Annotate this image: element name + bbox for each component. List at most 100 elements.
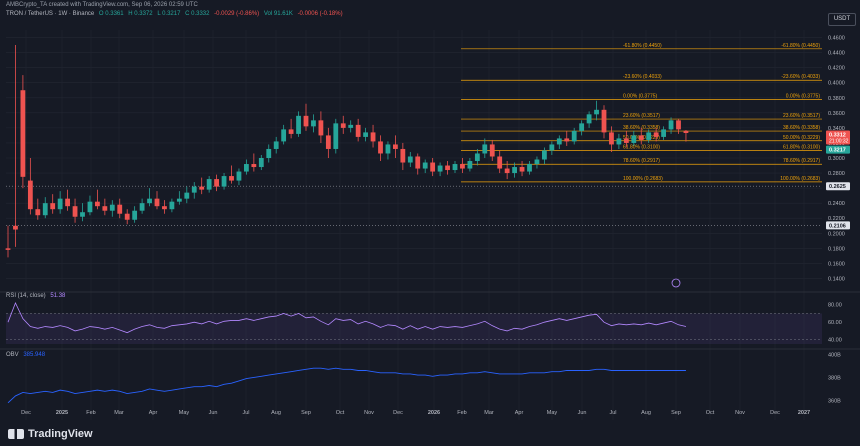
brand-logo: TradingView — [8, 428, 93, 440]
candle-body — [281, 129, 287, 142]
y-tick-label: 0.2200 — [828, 216, 845, 222]
price-label-text: 0.3217 — [829, 148, 846, 154]
candle-body — [132, 210, 138, 220]
candle-body — [549, 144, 555, 151]
x-tick-label: May — [547, 410, 558, 416]
candle-body — [616, 138, 622, 145]
rsi-legend: RSI (14, close) 51.38 — [6, 293, 65, 299]
fib-level-label-right: 78.60% (0.2917) — [783, 158, 820, 164]
obv-title: OBV — [6, 352, 19, 358]
candle-body — [623, 138, 629, 143]
fib-level-label-right: 0.00% (0.3775) — [786, 94, 821, 100]
candle-body — [236, 171, 242, 181]
candle-body — [609, 132, 614, 145]
x-tick-label: Dec — [770, 410, 780, 416]
candle-body — [460, 164, 465, 169]
rsi-tick-label: 40.00 — [828, 338, 842, 344]
fib-level-label-right: 23.60% (0.3517) — [783, 113, 820, 119]
x-tick-label: Oct — [706, 410, 715, 416]
y-tick-label: 0.4000 — [828, 81, 845, 87]
candle-body — [407, 156, 413, 163]
obv-tick-label: 380B — [828, 375, 841, 381]
candle-body — [363, 132, 368, 137]
x-tick-label: Feb — [457, 410, 466, 416]
fib-level-label: 100.00% (0.2683) — [623, 176, 663, 182]
candle-body — [80, 212, 85, 217]
rsi-tick-label: 60.00 — [828, 320, 842, 326]
y-tick-label: 0.4200 — [828, 66, 845, 72]
candle-body — [340, 123, 346, 128]
x-tick-label: Aug — [641, 410, 651, 416]
volume-value: Vol 91.61K — [263, 11, 293, 17]
candle-body — [244, 164, 249, 172]
candle-body — [139, 203, 145, 211]
volume-change: -0.0006 (-0.18%) — [297, 11, 343, 17]
candle-body — [95, 201, 100, 207]
candle-body — [586, 114, 592, 124]
obv-line — [7, 367, 686, 404]
candle-body — [370, 132, 376, 142]
x-tick-label: Dec — [21, 410, 31, 416]
price-label-text: 0.3312 — [829, 133, 846, 139]
candle-body — [385, 144, 391, 154]
fib-level-label: -23.60% (0.4033) — [623, 74, 662, 80]
candle-body — [57, 198, 63, 210]
candle-body — [661, 129, 666, 137]
fib-level-label-right: 61.80% (0.3100) — [783, 144, 820, 150]
alert-marker-icon — [671, 278, 681, 288]
candle-body — [415, 156, 421, 169]
candle-body — [683, 130, 689, 134]
footer-bar — [0, 424, 860, 446]
candle-body — [452, 164, 458, 171]
candle-body — [176, 198, 182, 202]
candle-body — [184, 192, 190, 199]
candle-body — [571, 130, 577, 142]
candle-body — [303, 115, 309, 127]
candle-body — [311, 120, 316, 127]
y-tick-label: 0.3400 — [828, 126, 845, 132]
candle-body — [72, 206, 78, 217]
x-tick-label: Feb — [86, 410, 95, 416]
x-tick-label: May — [179, 410, 190, 416]
rsi-title: RSI (14, close) — [6, 293, 46, 299]
candle-body — [601, 109, 607, 133]
obv-legend: OBV 385.948 — [6, 352, 45, 358]
candle-body — [288, 129, 294, 134]
candle-body — [296, 115, 301, 134]
candle-body — [318, 120, 324, 136]
candle-body — [229, 176, 234, 181]
candle-body — [564, 138, 570, 142]
currency-selector[interactable]: USDT — [828, 13, 856, 26]
candle-body — [504, 168, 510, 174]
candle-body — [676, 120, 681, 130]
candle-body — [445, 165, 450, 171]
candle-body — [199, 186, 205, 190]
y-tick-label: 0.4400 — [828, 51, 845, 57]
candle-body — [266, 148, 272, 158]
candle-body — [430, 162, 436, 172]
y-tick-label: 0.2800 — [828, 171, 845, 177]
fib-level-label-right: -23.60% (0.4033) — [781, 74, 820, 80]
candle-body — [251, 164, 257, 168]
rsi-band — [6, 313, 822, 344]
x-tick-label: Jun — [209, 410, 218, 416]
price-label-box — [826, 182, 850, 191]
candle-body — [534, 159, 540, 165]
candle-body — [489, 144, 495, 157]
candle-body — [221, 176, 227, 187]
fib-level-label: 0.00% (0.3775) — [623, 94, 658, 100]
candle-body — [348, 124, 354, 128]
candle-body — [35, 209, 41, 216]
y-tick-label: 0.3600 — [828, 111, 845, 117]
x-tick-label: Sep — [301, 410, 311, 416]
rsi-tick-label: 80.00 — [828, 303, 842, 309]
fib-level-label: 38.60% (0.3358) — [623, 125, 660, 131]
candle-body — [631, 135, 637, 143]
candle-body — [65, 198, 70, 207]
candle-body — [512, 167, 517, 174]
obv-last-value: 385.948 — [23, 352, 46, 358]
candle-body — [519, 167, 525, 172]
candle-body — [147, 198, 152, 204]
